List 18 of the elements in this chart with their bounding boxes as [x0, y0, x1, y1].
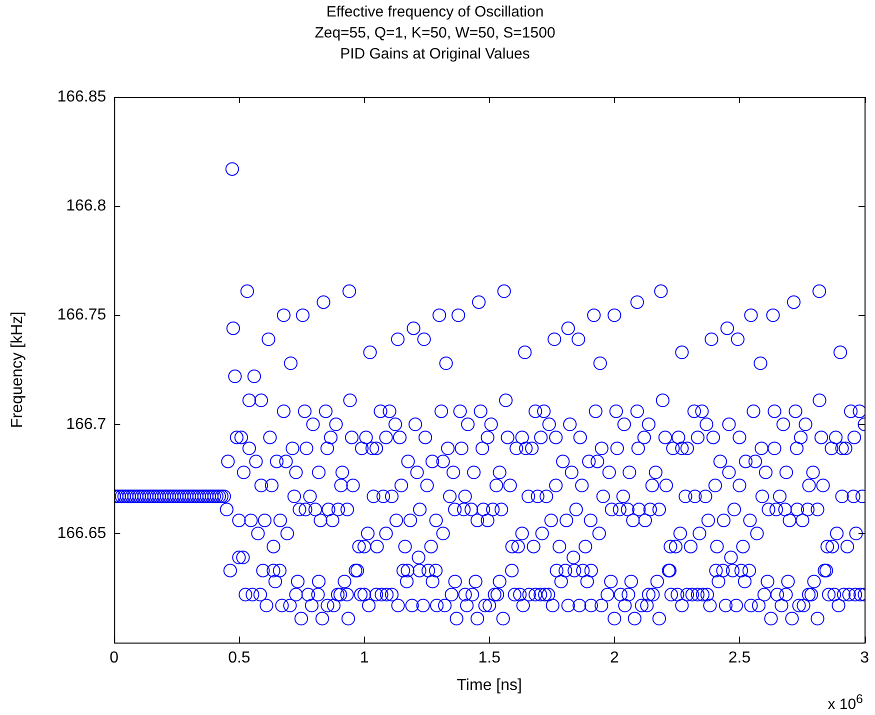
y-tick-label: 166.7 [66, 416, 106, 433]
y-axis-title: Frequency [kHz] [9, 312, 26, 428]
x-tick-label: 1.5 [478, 650, 501, 667]
x-tick-label: 2 [610, 650, 619, 667]
text: Effective frequency of Oscillation [326, 4, 544, 21]
y-tick-label: 166.85 [57, 88, 106, 106]
y-tick-label: 166.8 [66, 198, 106, 215]
y-tick-label: 166.75 [57, 306, 106, 324]
text: PID Gains at Original Values [340, 46, 530, 63]
text: Zeq=55, Q=1, K=50, W=50, S=1500 [314, 24, 556, 42]
text: x 10$^{6}$ [828, 692, 863, 713]
x-tick-label: 0.5 [228, 650, 250, 667]
y-tick-label: 166.65 [57, 524, 106, 542]
x-tick-label: 2.5 [728, 650, 751, 667]
x-tick-label: 3 [860, 650, 870, 667]
x-tick-label: 1 [360, 650, 369, 667]
x-tick-label: 0 [110, 650, 119, 667]
x-axis-title: Time [ns] [456, 676, 522, 694]
